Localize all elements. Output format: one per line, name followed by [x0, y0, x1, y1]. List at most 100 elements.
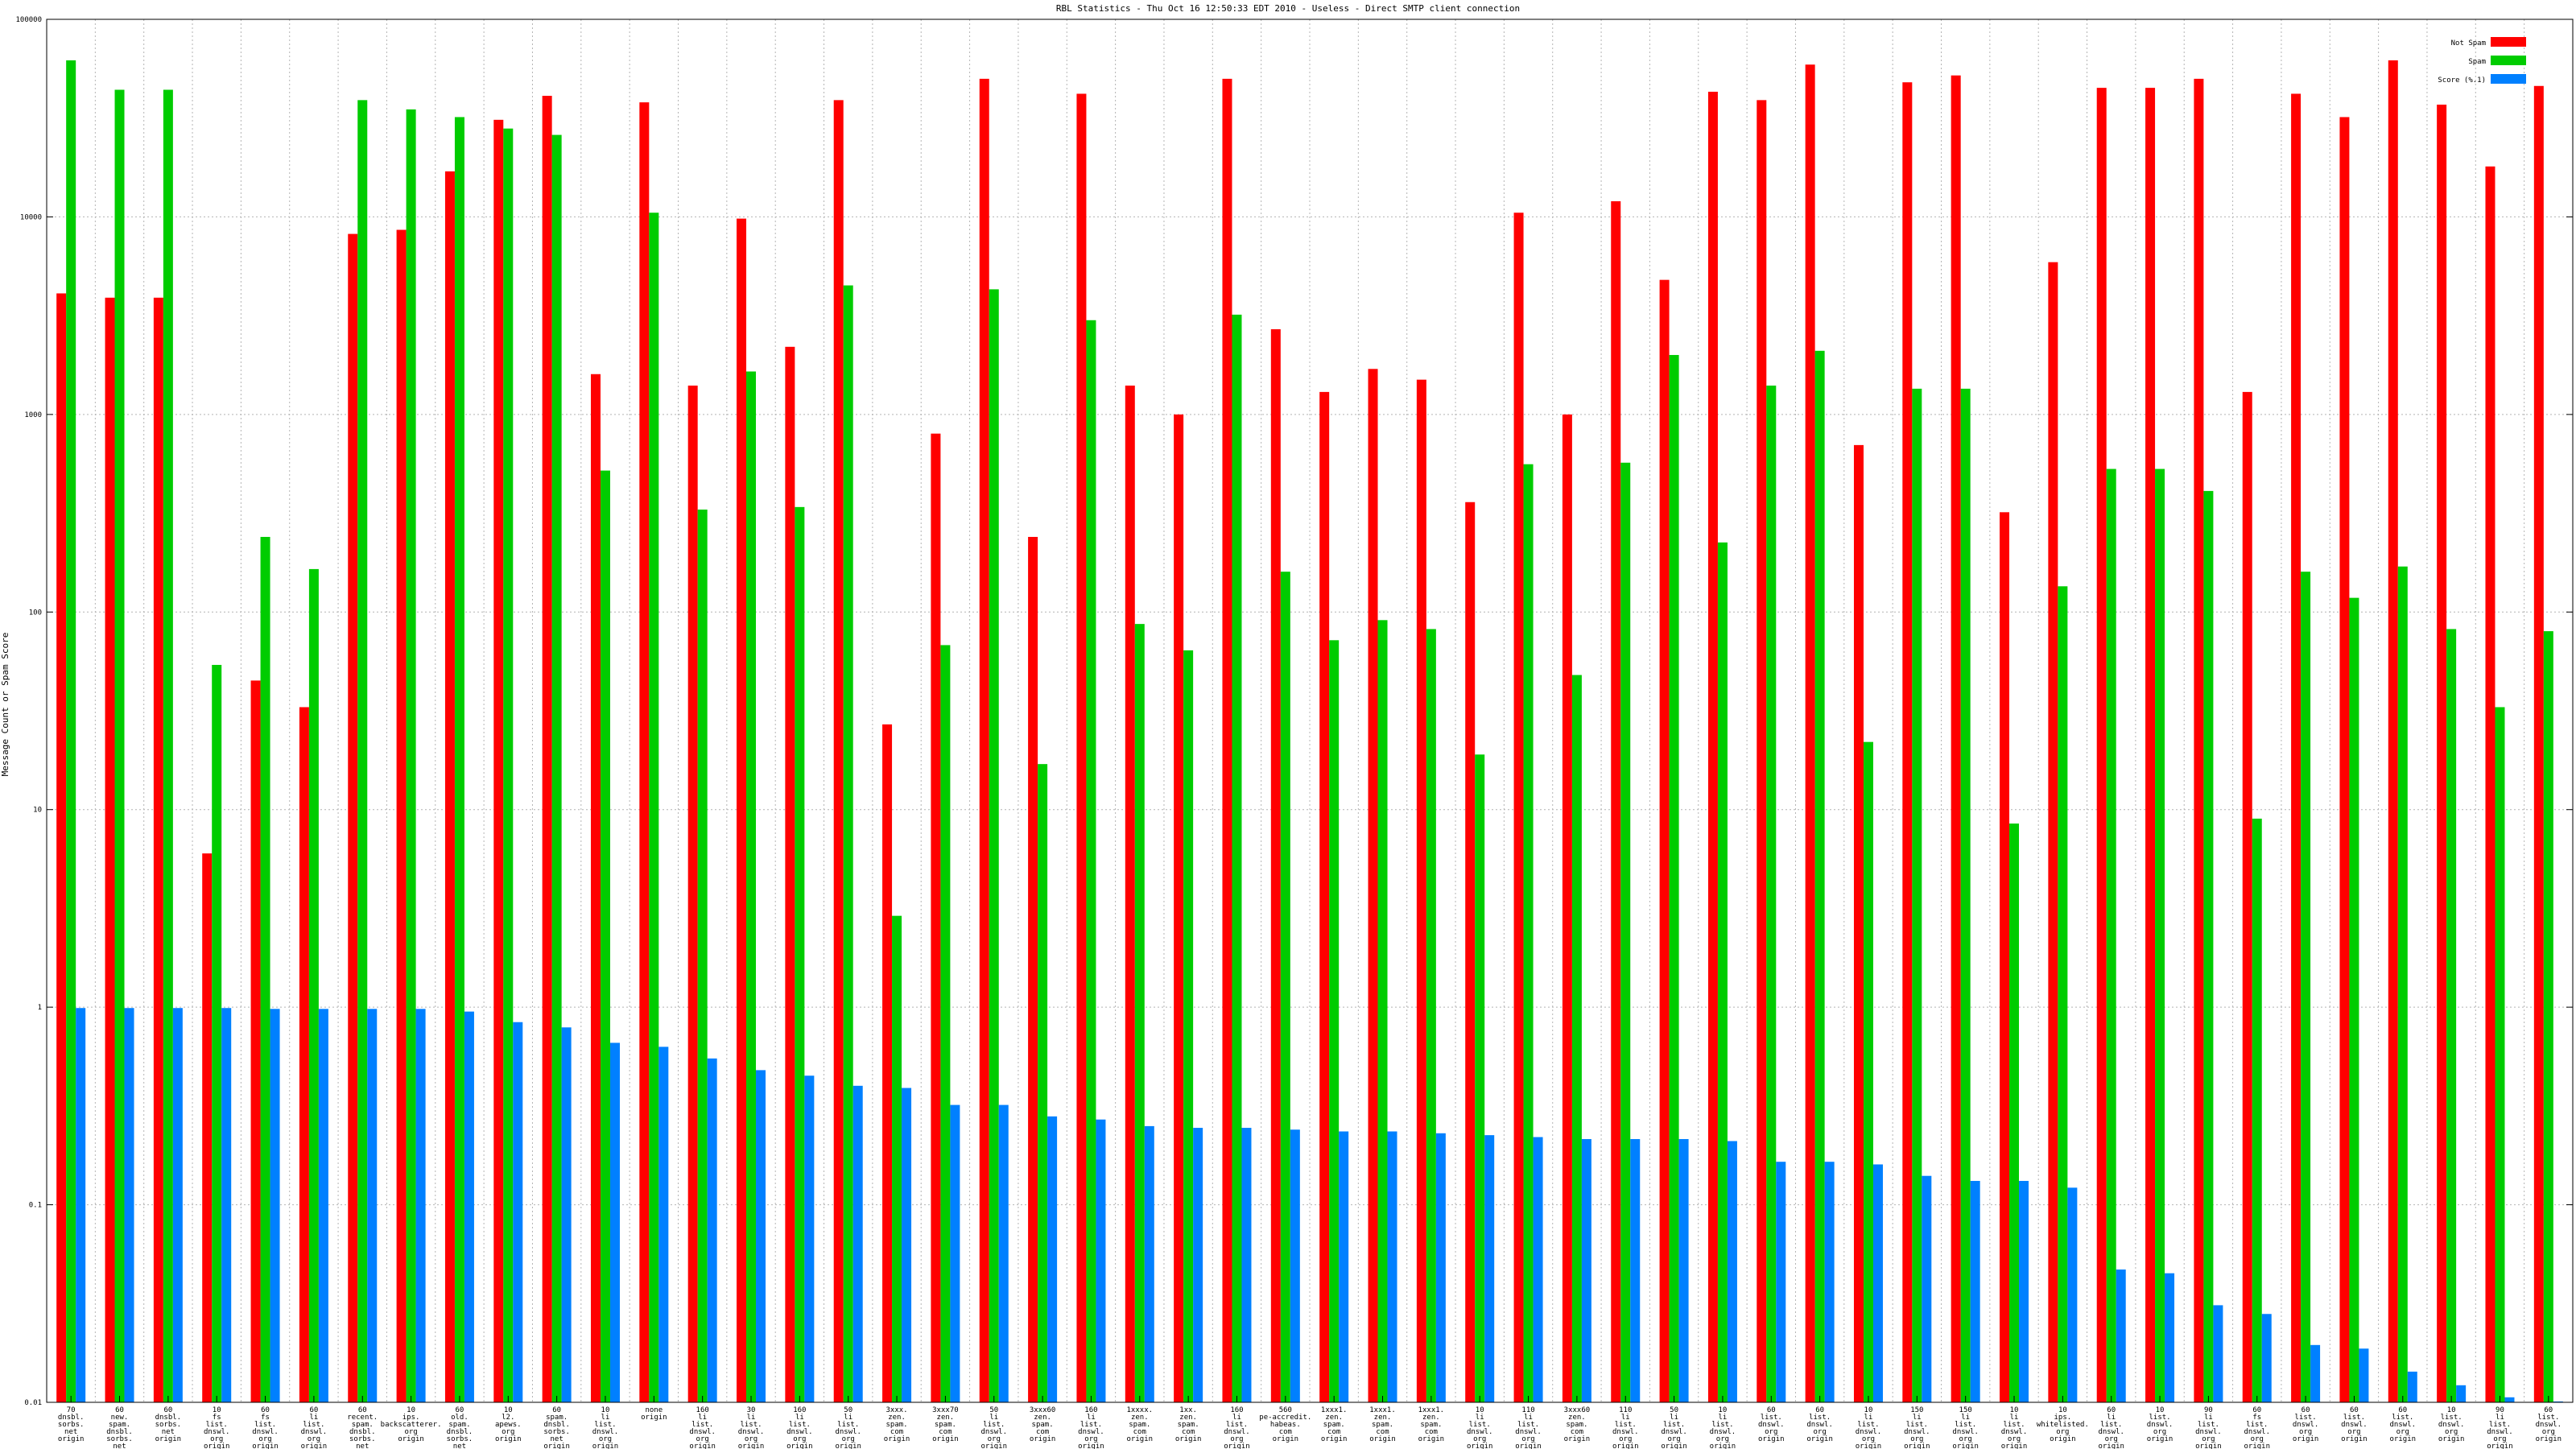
- x-tick-label-line: origin: [689, 1443, 716, 1449]
- bar: [834, 100, 844, 1402]
- legend-swatch: [2491, 37, 2526, 47]
- bar: [251, 680, 261, 1402]
- x-tick-label: 90 li list. dnswl. org origin: [2487, 1406, 2513, 1449]
- bar: [2398, 567, 2408, 1402]
- bar: [737, 219, 746, 1402]
- bar: [688, 386, 698, 1402]
- x-tick-label-line: origin: [1224, 1443, 1250, 1449]
- x-tick-label: 110 li list. dnswl. org origin: [1515, 1406, 1542, 1449]
- bar: [1563, 415, 1572, 1402]
- x-tick-label-line: origin: [1273, 1435, 1299, 1443]
- x-tick-label-line: origin: [932, 1435, 959, 1443]
- x-tick-label-line: origin: [2001, 1443, 2028, 1449]
- x-tick-label: 1xxx1. zen. spam. com origin: [1321, 1406, 1348, 1443]
- x-tick-label: 1xxx1. zen. spam. com origin: [1418, 1406, 1445, 1443]
- x-tick-label-line: origin: [495, 1435, 522, 1443]
- x-tick-label-line: origin: [884, 1435, 910, 1443]
- bar: [1241, 1128, 1251, 1402]
- bar: [1708, 92, 1718, 1402]
- bar: [455, 117, 464, 1402]
- bar: [1174, 415, 1183, 1402]
- bar: [397, 230, 407, 1402]
- x-tick-label: 160 li list. dnswl. org origin: [786, 1406, 813, 1449]
- bar: [319, 1009, 328, 1402]
- bar: [1757, 100, 1766, 1402]
- bar: [1776, 1162, 1785, 1402]
- bar: [1912, 389, 1922, 1402]
- x-tick-label-line: origin: [204, 1443, 230, 1449]
- x-tick-label: 30 li list. dnswl. org origin: [738, 1406, 765, 1449]
- bar: [2446, 629, 2456, 1402]
- x-tick-label-line: net: [453, 1443, 466, 1449]
- bar: [2155, 469, 2165, 1402]
- bar: [115, 90, 125, 1402]
- x-tick-label-line: origin: [2293, 1435, 2319, 1443]
- bar: [2252, 819, 2262, 1402]
- bar: [212, 665, 221, 1402]
- bar: [1232, 315, 1241, 1402]
- bar: [1630, 1139, 1640, 1402]
- x-tick-label: 160 li list. dnswl. org origin: [689, 1406, 716, 1449]
- bar: [698, 510, 708, 1402]
- x-tick-label: 60 list. dnswl. org origin: [1758, 1406, 1785, 1443]
- bar: [261, 537, 270, 1402]
- bar: [221, 1008, 231, 1402]
- x-tick-label-line: origin: [1418, 1435, 1445, 1443]
- bar: [649, 213, 658, 1402]
- x-tick-label-line: origin: [980, 1443, 1007, 1449]
- bar: [591, 374, 601, 1402]
- bar: [1222, 79, 1232, 1402]
- x-tick-label-line: origin: [1175, 1435, 1202, 1443]
- x-tick-label-line: origin: [641, 1414, 667, 1422]
- bar: [2301, 572, 2310, 1402]
- bar: [1718, 543, 1728, 1402]
- bar: [1825, 1162, 1835, 1402]
- x-tick-label-line: origin: [1661, 1443, 1687, 1449]
- x-tick-label: 60new.spam.dnsbl.sorbs.netorigin: [106, 1406, 133, 1449]
- x-tick-label-line: origin: [1030, 1435, 1056, 1443]
- bar: [1971, 1181, 1980, 1402]
- x-tick-label: 10 li list. dnswl. org origin: [1467, 1406, 1493, 1449]
- bar: [1679, 1139, 1689, 1402]
- bar: [1951, 76, 1961, 1402]
- y-tick-label: 0.01: [24, 1399, 42, 1407]
- bar: [1378, 620, 1388, 1402]
- bar: [2456, 1385, 2466, 1402]
- x-tick-label: 1xx. zen. spam. com origin: [1175, 1406, 1202, 1443]
- bar: [1728, 1141, 1737, 1402]
- bar: [1815, 351, 1825, 1402]
- bar: [989, 289, 999, 1402]
- bar: [2107, 469, 2116, 1402]
- x-tick-label: 10 l2. apews. org origin: [495, 1406, 522, 1443]
- bar: [367, 1009, 377, 1402]
- bar: [309, 569, 319, 1402]
- x-tick-label: 160 li list. dnswl. org origin: [1224, 1406, 1250, 1449]
- bar: [1572, 675, 1582, 1402]
- legend-swatch: [2491, 74, 2526, 84]
- bar: [1670, 355, 1679, 1402]
- bar: [1183, 650, 1193, 1402]
- x-tick-label: 3xxx60 zen. spam. com origin: [1564, 1406, 1591, 1443]
- bar: [1436, 1133, 1446, 1402]
- bar: [601, 471, 610, 1402]
- bar: [1329, 640, 1339, 1402]
- x-tick-label: 60 fs list. dnswl. org origin: [2244, 1406, 2270, 1449]
- x-tick-label: 3xxx70 zen. spam. com origin: [932, 1406, 959, 1443]
- bar: [2495, 707, 2504, 1402]
- bar: [1281, 572, 1290, 1402]
- x-tick-label: 10 list. dnswl. org origin: [2147, 1406, 2174, 1443]
- bar: [1766, 386, 1776, 1402]
- bar: [1465, 502, 1475, 1402]
- bar: [1961, 389, 1971, 1402]
- bar: [2048, 262, 2058, 1402]
- x-tick-label: 110 li list. dnswl. org origin: [1612, 1406, 1639, 1449]
- x-tick-label: 160 li list. dnswl. org origin: [1078, 1406, 1104, 1449]
- legend-label: Score (%.1): [2438, 76, 2486, 85]
- x-tick-label: 50 li list. dnswl. org origin: [1661, 1406, 1687, 1449]
- x-tick-label: 560 pe-accredit. habeas. com origin: [1259, 1406, 1311, 1443]
- bar: [1125, 386, 1135, 1402]
- grid-lines: [47, 19, 2573, 1402]
- x-tick-label-line: origin: [835, 1443, 861, 1449]
- bar: [125, 1008, 134, 1402]
